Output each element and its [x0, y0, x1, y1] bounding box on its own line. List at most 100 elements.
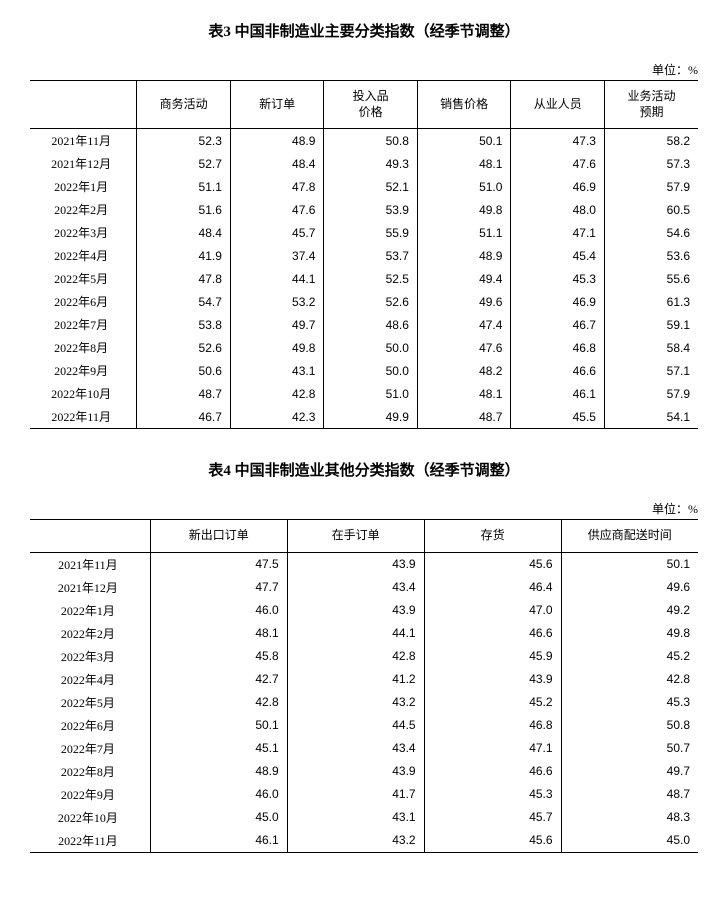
- table4-period-cell: 2022年9月: [30, 783, 150, 806]
- table3-value-cell: 54.1: [604, 405, 698, 429]
- table4-header-cell: [30, 520, 150, 553]
- table4-value-cell: 47.7: [150, 576, 287, 599]
- table3-row: 2022年6月54.753.252.649.646.961.3: [30, 290, 698, 313]
- table3-period-cell: 2022年2月: [30, 198, 137, 221]
- table4-title: 表4 中国非制造业其他分类指数（经季节调整）: [30, 459, 698, 480]
- table4-value-cell: 45.3: [424, 783, 561, 806]
- table4-block: 表4 中国非制造业其他分类指数（经季节调整） 单位：% 新出口订单在手订单存货供…: [30, 459, 698, 853]
- table4-header-cell: 在手订单: [287, 520, 424, 553]
- table3-value-cell: 57.9: [604, 175, 698, 198]
- table3-value-cell: 51.0: [324, 382, 418, 405]
- table3-value-cell: 47.6: [417, 336, 511, 359]
- table3-value-cell: 42.8: [230, 382, 324, 405]
- table4-value-cell: 49.6: [561, 576, 698, 599]
- table4-value-cell: 45.8: [150, 645, 287, 668]
- table3-row: 2021年11月52.348.950.850.147.358.2: [30, 129, 698, 153]
- table3-period-cell: 2022年11月: [30, 405, 137, 429]
- table4-value-cell: 42.8: [150, 691, 287, 714]
- table4-value-cell: 46.0: [150, 599, 287, 622]
- table3-period-cell: 2021年12月: [30, 152, 137, 175]
- table3-value-cell: 48.7: [417, 405, 511, 429]
- table3-value-cell: 43.1: [230, 359, 324, 382]
- table4-value-cell: 41.2: [287, 668, 424, 691]
- table3-value-cell: 37.4: [230, 244, 324, 267]
- table3-header-cell: [30, 81, 137, 129]
- table4-header-cell: 存货: [424, 520, 561, 553]
- table3-period-cell: 2022年7月: [30, 313, 137, 336]
- table4-body: 2021年11月47.543.945.650.12021年12月47.743.4…: [30, 552, 698, 852]
- table3-value-cell: 50.0: [324, 359, 418, 382]
- table4-period-cell: 2022年8月: [30, 760, 150, 783]
- table3-value-cell: 49.3: [324, 152, 418, 175]
- table3-value-cell: 47.6: [230, 198, 324, 221]
- table4-value-cell: 44.5: [287, 714, 424, 737]
- table3-row: 2022年5月47.844.152.549.445.355.6: [30, 267, 698, 290]
- table4-value-cell: 50.8: [561, 714, 698, 737]
- table3-header-cell: 商务活动: [137, 81, 231, 129]
- table3-header-cell: 投入品价格: [324, 81, 418, 129]
- table3-period-cell: 2021年11月: [30, 129, 137, 153]
- table4-row: 2022年4月42.741.243.942.8: [30, 668, 698, 691]
- table3-value-cell: 52.6: [324, 290, 418, 313]
- table4-unit: 单位：%: [30, 500, 698, 517]
- table3-header-cell: 销售价格: [417, 81, 511, 129]
- table3-value-cell: 52.5: [324, 267, 418, 290]
- table3-period-cell: 2022年5月: [30, 267, 137, 290]
- table3-period-cell: 2022年6月: [30, 290, 137, 313]
- table3-value-cell: 53.8: [137, 313, 231, 336]
- table4-value-cell: 45.3: [561, 691, 698, 714]
- table4-value-cell: 48.9: [150, 760, 287, 783]
- table3-value-cell: 53.7: [324, 244, 418, 267]
- table4-value-cell: 50.1: [561, 552, 698, 576]
- table4-period-cell: 2022年7月: [30, 737, 150, 760]
- table4-row: 2022年3月45.842.845.945.2: [30, 645, 698, 668]
- table4-value-cell: 46.6: [424, 622, 561, 645]
- table4-row: 2021年12月47.743.446.449.6: [30, 576, 698, 599]
- table4-value-cell: 46.1: [150, 829, 287, 853]
- table4-row: 2021年11月47.543.945.650.1: [30, 552, 698, 576]
- table3-value-cell: 53.2: [230, 290, 324, 313]
- table4-value-cell: 43.9: [424, 668, 561, 691]
- table3-value-cell: 51.0: [417, 175, 511, 198]
- table4-value-cell: 45.7: [424, 806, 561, 829]
- table3-value-cell: 57.1: [604, 359, 698, 382]
- table4-value-cell: 45.6: [424, 829, 561, 853]
- table4-period-cell: 2022年4月: [30, 668, 150, 691]
- table3-period-cell: 2022年4月: [30, 244, 137, 267]
- table3-value-cell: 47.8: [230, 175, 324, 198]
- table4-period-cell: 2022年2月: [30, 622, 150, 645]
- table3-value-cell: 50.0: [324, 336, 418, 359]
- table3-value-cell: 46.7: [137, 405, 231, 429]
- table4-period-cell: 2022年1月: [30, 599, 150, 622]
- table3-value-cell: 46.8: [511, 336, 605, 359]
- table3-header-cell: 业务活动预期: [604, 81, 698, 129]
- table4-value-cell: 45.1: [150, 737, 287, 760]
- table3-row: 2021年12月52.748.449.348.147.657.3: [30, 152, 698, 175]
- table3-value-cell: 48.7: [137, 382, 231, 405]
- table3-value-cell: 41.9: [137, 244, 231, 267]
- table4-value-cell: 46.0: [150, 783, 287, 806]
- table3-value-cell: 49.4: [417, 267, 511, 290]
- table4-value-cell: 43.9: [287, 760, 424, 783]
- table3-value-cell: 47.8: [137, 267, 231, 290]
- table3-row: 2022年3月48.445.755.951.147.154.6: [30, 221, 698, 244]
- table4-row: 2022年1月46.043.947.049.2: [30, 599, 698, 622]
- table4-value-cell: 43.2: [287, 691, 424, 714]
- table3-value-cell: 53.6: [604, 244, 698, 267]
- table3-row: 2022年11月46.742.349.948.745.554.1: [30, 405, 698, 429]
- table3-value-cell: 46.9: [511, 175, 605, 198]
- table4-period-cell: 2021年11月: [30, 552, 150, 576]
- table3-value-cell: 49.9: [324, 405, 418, 429]
- table4-period-cell: 2021年12月: [30, 576, 150, 599]
- table4-value-cell: 41.7: [287, 783, 424, 806]
- table3-period-cell: 2022年1月: [30, 175, 137, 198]
- table4-head: 新出口订单在手订单存货供应商配送时间: [30, 520, 698, 553]
- table4-value-cell: 45.0: [561, 829, 698, 853]
- table3-value-cell: 51.1: [137, 175, 231, 198]
- table4-value-cell: 43.1: [287, 806, 424, 829]
- table4-value-cell: 42.8: [287, 645, 424, 668]
- table3-value-cell: 52.1: [324, 175, 418, 198]
- table3-row: 2022年10月48.742.851.048.146.157.9: [30, 382, 698, 405]
- table3-value-cell: 54.6: [604, 221, 698, 244]
- table3-value-cell: 52.6: [137, 336, 231, 359]
